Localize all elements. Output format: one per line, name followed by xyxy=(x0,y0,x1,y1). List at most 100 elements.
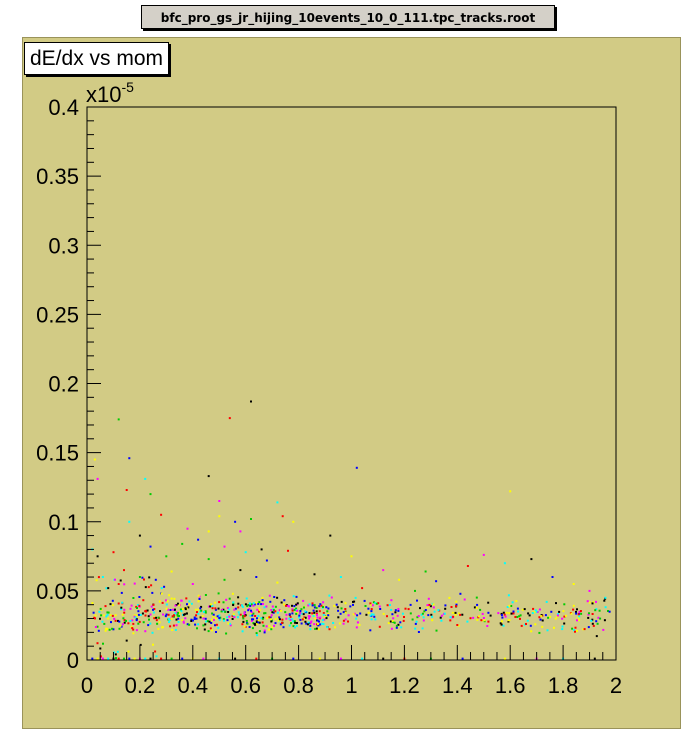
data-point xyxy=(245,620,248,622)
data-point xyxy=(195,614,198,617)
data-point xyxy=(276,501,279,504)
data-point xyxy=(320,604,323,607)
data-point xyxy=(315,612,318,615)
data-point xyxy=(515,600,518,603)
data-point xyxy=(316,613,318,616)
data-point xyxy=(352,600,354,603)
data-point xyxy=(278,618,281,621)
data-point xyxy=(225,632,228,635)
data-point xyxy=(489,614,492,617)
data-point xyxy=(91,602,94,605)
data-point xyxy=(395,626,398,629)
data-point xyxy=(313,604,316,607)
data-point xyxy=(111,614,114,617)
data-point xyxy=(111,627,114,630)
data-point xyxy=(293,608,296,611)
data-point xyxy=(257,621,260,624)
data-point xyxy=(318,610,321,613)
data-point xyxy=(326,610,329,613)
data-point xyxy=(318,657,321,660)
data-point xyxy=(440,619,443,622)
data-point xyxy=(101,657,104,660)
data-point xyxy=(328,628,331,631)
data-point xyxy=(123,619,126,622)
data-point xyxy=(319,623,322,626)
data-point xyxy=(159,610,161,613)
data-point xyxy=(549,615,551,618)
data-point xyxy=(132,597,135,599)
data-point xyxy=(459,592,462,595)
data-point xyxy=(152,643,154,646)
data-point xyxy=(120,606,123,609)
data-point xyxy=(248,602,251,605)
data-point xyxy=(112,551,115,554)
data-point xyxy=(226,607,229,609)
data-point xyxy=(455,603,458,606)
data-point xyxy=(136,614,138,617)
data-point xyxy=(214,607,217,610)
data-point xyxy=(197,608,200,611)
data-point xyxy=(95,579,98,582)
data-point xyxy=(131,619,134,622)
data-point xyxy=(403,616,405,618)
data-point xyxy=(326,626,329,629)
data-point xyxy=(507,620,510,623)
data-point xyxy=(105,627,108,630)
data-point xyxy=(538,631,541,634)
data-point xyxy=(170,617,173,620)
data-point xyxy=(250,611,253,614)
data-point xyxy=(355,617,358,620)
data-point xyxy=(239,569,242,572)
data-point xyxy=(323,618,326,621)
data-point xyxy=(414,589,416,592)
data-point xyxy=(544,614,547,617)
data-point xyxy=(452,615,455,618)
data-point xyxy=(318,605,321,608)
data-point xyxy=(278,609,281,612)
data-point xyxy=(202,657,205,660)
data-point xyxy=(160,592,163,595)
data-point xyxy=(152,608,154,611)
data-point xyxy=(356,621,359,624)
data-point xyxy=(170,657,173,660)
data-point xyxy=(482,553,485,556)
data-point xyxy=(426,604,429,607)
data-point xyxy=(151,591,154,594)
data-point xyxy=(270,620,273,623)
data-point xyxy=(367,611,370,614)
data-point xyxy=(391,619,394,622)
data-point xyxy=(318,620,320,623)
data-point xyxy=(272,611,275,614)
data-point xyxy=(262,616,265,619)
data-point xyxy=(253,622,256,625)
data-point xyxy=(249,604,252,607)
data-point xyxy=(163,585,166,588)
data-point xyxy=(172,624,175,627)
data-point xyxy=(174,608,176,611)
data-point xyxy=(449,616,452,619)
data-point xyxy=(210,629,213,632)
data-point xyxy=(244,551,247,554)
data-point xyxy=(277,619,280,622)
data-point xyxy=(184,608,187,611)
data-point xyxy=(398,578,401,581)
data-point xyxy=(312,614,315,617)
data-point xyxy=(304,620,307,623)
data-point xyxy=(290,622,292,625)
data-point xyxy=(251,614,254,617)
data-point xyxy=(268,594,271,597)
data-point xyxy=(144,610,147,613)
data-point xyxy=(96,555,99,558)
data-point xyxy=(223,578,226,581)
data-point xyxy=(421,612,424,615)
data-point xyxy=(238,613,241,616)
data-point xyxy=(109,603,112,606)
data-point xyxy=(206,620,209,623)
data-point xyxy=(205,620,208,623)
data-point xyxy=(322,612,325,615)
data-point xyxy=(141,612,144,615)
data-point xyxy=(417,631,420,633)
data-point xyxy=(218,617,221,620)
data-point xyxy=(158,600,161,603)
data-point xyxy=(155,619,158,622)
